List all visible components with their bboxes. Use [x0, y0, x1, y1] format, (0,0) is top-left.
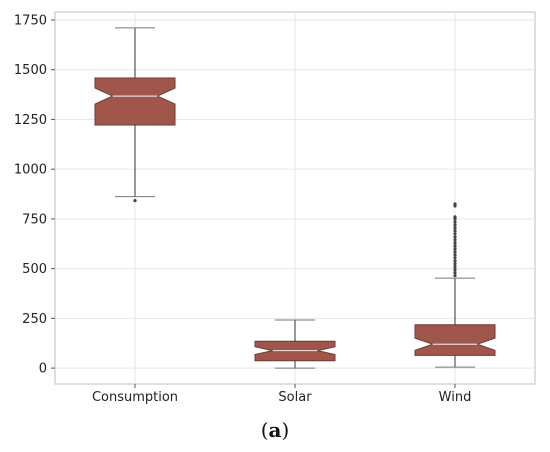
outlier-point [453, 220, 457, 224]
outlier-point [453, 215, 457, 219]
outlier-point [453, 226, 457, 230]
y-tick-label: 0 [39, 362, 47, 377]
y-tick-label: 750 [22, 212, 47, 227]
outlier-point [453, 270, 457, 275]
outlier-point [453, 235, 457, 239]
caption-open: ( [260, 418, 269, 442]
y-tick-label: 1750 [14, 13, 47, 28]
y-axis-ticks: 0 250 500 750 1000 1250 1500 1750 [14, 13, 55, 377]
box-body [414, 324, 496, 356]
outlier-point [453, 229, 457, 233]
outlier-point [453, 202, 457, 206]
caption-letter: a [268, 418, 282, 442]
outlier-point [453, 256, 457, 260]
outlier-point [453, 241, 457, 245]
x-axis-ticks: Consumption Solar Wind [92, 384, 471, 405]
outlier-point [453, 223, 457, 227]
x-tick-label: Wind [439, 390, 472, 405]
outlier-point [453, 232, 457, 236]
y-tick-label: 1250 [14, 113, 47, 128]
outlier-point [453, 259, 457, 263]
outlier-point [453, 268, 457, 272]
y-tick-label: 500 [22, 262, 47, 277]
boxes [94, 27, 496, 369]
box-consumption [94, 27, 176, 203]
outlier-point [453, 265, 457, 269]
outlier-point [133, 198, 137, 203]
outlier-point [453, 253, 457, 257]
y-tick-label: 1000 [14, 163, 47, 178]
outlier-point [453, 238, 457, 242]
figure-caption: (a) [0, 418, 550, 442]
outlier-point [453, 247, 457, 251]
box-body [94, 77, 176, 126]
outlier-point [453, 273, 457, 278]
x-tick-label: Consumption [92, 390, 178, 405]
outlier-point [453, 244, 457, 248]
y-tick-label: 1500 [14, 63, 47, 78]
outlier-point [453, 250, 457, 254]
y-tick-label: 250 [22, 312, 47, 327]
box-wind [414, 202, 496, 368]
x-tick-label: Solar [278, 390, 312, 405]
caption-close: ) [281, 418, 290, 442]
box-solar [254, 319, 336, 369]
outlier-point [453, 262, 457, 266]
